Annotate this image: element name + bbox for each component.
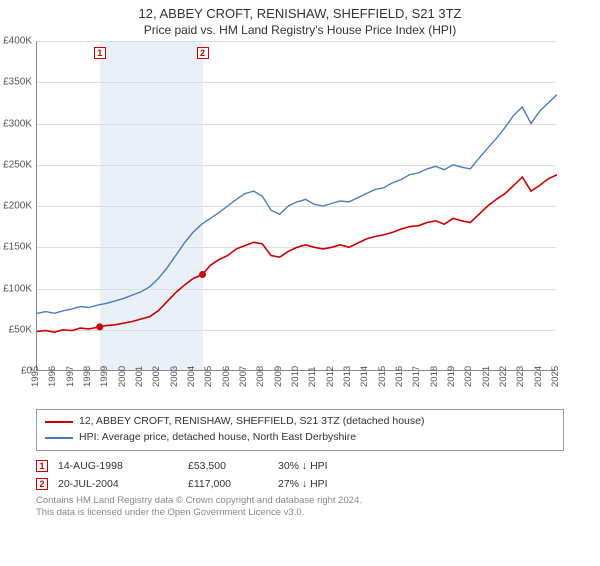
title-line-2: Price paid vs. HM Land Registry's House … [0, 23, 600, 37]
line-series-property [37, 175, 557, 333]
x-axis: 1995199619971998199920002001200220032004… [36, 373, 556, 401]
x-tick-label: 2013 [342, 366, 353, 387]
legend-swatch [45, 437, 73, 439]
y-axis: £0£50K£100K£150K£200K£250K£300K£350K£400… [0, 41, 34, 401]
y-tick-label: £200K [3, 201, 32, 212]
x-tick-label: 2018 [429, 366, 440, 387]
y-tick-label: £300K [3, 118, 32, 129]
sales-table: 1 14-AUG-1998 £53,500 30% ↓ HPI 2 20-JUL… [36, 457, 564, 493]
line-series-hpi [37, 95, 557, 314]
x-tick-label: 2012 [325, 366, 336, 387]
legend-label: 12, ABBEY CROFT, RENISHAW, SHEFFIELD, S2… [79, 414, 424, 430]
x-tick-label: 2000 [117, 366, 128, 387]
y-tick-label: £50K [9, 324, 32, 335]
x-tick-label: 2022 [498, 366, 509, 387]
sale-marker-icon: 1 [94, 47, 106, 59]
x-tick-label: 2010 [290, 366, 301, 387]
x-tick-label: 2004 [186, 366, 197, 387]
y-tick-label: £150K [3, 242, 32, 253]
y-tick-label: £400K [3, 36, 32, 47]
legend-item: HPI: Average price, detached house, Nort… [45, 430, 555, 446]
sale-point-dot [96, 323, 103, 330]
sale-diff-vs-hpi: 27% ↓ HPI [278, 478, 378, 490]
x-tick-label: 2007 [238, 366, 249, 387]
x-tick-label: 2016 [394, 366, 405, 387]
sales-row: 1 14-AUG-1998 £53,500 30% ↓ HPI [36, 457, 564, 475]
x-tick-label: 2024 [533, 366, 544, 387]
chart-container: 12, ABBEY CROFT, RENISHAW, SHEFFIELD, S2… [0, 6, 600, 566]
sale-price: £53,500 [188, 460, 268, 472]
x-tick-label: 1999 [99, 366, 110, 387]
x-tick-label: 2025 [550, 366, 561, 387]
x-tick-label: 2011 [307, 367, 318, 387]
x-tick-label: 2009 [273, 366, 284, 387]
x-tick-label: 2005 [203, 366, 214, 387]
x-tick-label: 1995 [30, 366, 41, 387]
sale-marker-icon: 2 [197, 47, 209, 59]
sale-marker-icon: 2 [36, 478, 48, 490]
legend: 12, ABBEY CROFT, RENISHAW, SHEFFIELD, S2… [36, 409, 564, 451]
sale-marker-icon: 1 [36, 460, 48, 472]
y-tick-label: £100K [3, 283, 32, 294]
y-tick-label: £350K [3, 77, 32, 88]
x-tick-label: 2008 [255, 366, 266, 387]
x-tick-label: 2003 [169, 366, 180, 387]
sale-date: 14-AUG-1998 [58, 460, 178, 472]
x-tick-label: 1996 [47, 366, 58, 387]
x-tick-label: 2020 [463, 366, 474, 387]
y-tick-label: £250K [3, 159, 32, 170]
line-series-svg [37, 41, 557, 371]
sales-row: 2 20-JUL-2004 £117,000 27% ↓ HPI [36, 475, 564, 493]
footer-attribution: Contains HM Land Registry data © Crown c… [36, 495, 564, 520]
sale-diff-vs-hpi: 30% ↓ HPI [278, 460, 378, 472]
x-tick-label: 2021 [481, 366, 492, 387]
chart-area: £0£50K£100K£150K£200K£250K£300K£350K£400… [36, 41, 596, 401]
footer-line: Contains HM Land Registry data © Crown c… [36, 495, 564, 507]
title-line-1: 12, ABBEY CROFT, RENISHAW, SHEFFIELD, S2… [0, 6, 600, 21]
x-tick-label: 2017 [411, 366, 422, 387]
x-tick-label: 2023 [515, 366, 526, 387]
x-tick-label: 2001 [134, 366, 145, 387]
sale-date: 20-JUL-2004 [58, 478, 178, 490]
legend-swatch [45, 421, 73, 423]
x-tick-label: 2002 [151, 366, 162, 387]
x-tick-label: 2014 [359, 366, 370, 387]
sale-price: £117,000 [188, 478, 268, 490]
x-tick-label: 2015 [377, 366, 388, 387]
x-tick-label: 1997 [65, 366, 76, 387]
footer-line: This data is licensed under the Open Gov… [36, 507, 564, 519]
legend-item: 12, ABBEY CROFT, RENISHAW, SHEFFIELD, S2… [45, 414, 555, 430]
x-tick-label: 1998 [82, 366, 93, 387]
x-tick-label: 2006 [221, 366, 232, 387]
legend-label: HPI: Average price, detached house, Nort… [79, 430, 356, 446]
sale-point-dot [199, 271, 206, 278]
x-tick-label: 2019 [446, 366, 457, 387]
plot-area: 12 [36, 41, 556, 371]
